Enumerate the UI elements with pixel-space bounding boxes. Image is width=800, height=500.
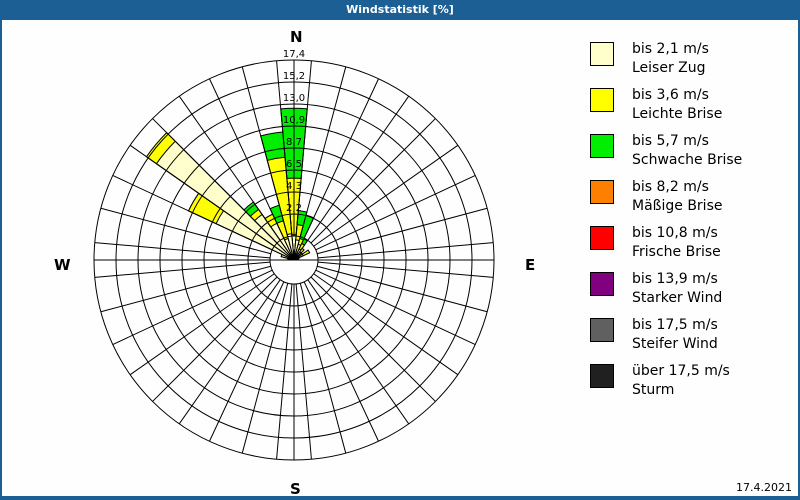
compass-south: S <box>290 480 301 498</box>
legend-label: Sturm <box>632 382 675 398</box>
legend-swatch <box>590 42 614 66</box>
compass-west: W <box>54 256 71 274</box>
legend-label: Steifer Wind <box>632 336 718 352</box>
date-stamp: 17.4.2021 <box>736 481 792 494</box>
legend-range: bis 8,2 m/s <box>632 179 709 195</box>
legend-swatch <box>590 226 614 250</box>
rose-bar <box>293 257 300 261</box>
legend-range: bis 2,1 m/s <box>632 41 709 57</box>
ring-label: 15,2 <box>283 71 305 82</box>
bottom-border <box>0 497 800 500</box>
legend-range: bis 10,8 m/s <box>632 225 718 241</box>
ring-label: 10,9 <box>283 115 305 126</box>
legend-label: Leiser Zug <box>632 60 706 76</box>
legend-range: bis 17,5 m/s <box>632 317 718 333</box>
ring-label: 4,3 <box>286 181 302 192</box>
legend-label: Leichte Brise <box>632 106 723 122</box>
legend-label: Schwache Brise <box>632 152 743 168</box>
legend-swatch <box>590 272 614 296</box>
legend-swatch <box>590 134 614 158</box>
ring-label: 17,4 <box>283 49 305 60</box>
legend-swatch <box>590 180 614 204</box>
legend-swatch <box>590 364 614 388</box>
window-title: Windstatistik [%] <box>0 0 800 20</box>
ring-label: 8,7 <box>286 137 302 148</box>
legend-label: Frische Brise <box>632 244 721 260</box>
legend-range: bis 3,6 m/s <box>632 87 709 103</box>
compass-north: N <box>290 28 303 46</box>
legend-swatch <box>590 318 614 342</box>
compass-east: E <box>525 256 536 274</box>
legend-range: bis 5,7 m/s <box>632 133 709 149</box>
ring-label: 13,0 <box>283 93 305 104</box>
legend-label: Starker Wind <box>632 290 723 306</box>
legend-range: bis 13,9 m/s <box>632 271 718 287</box>
ring-label: 2,2 <box>286 203 302 214</box>
legend-range: über 17,5 m/s <box>632 363 730 379</box>
legend-label: Mäßige Brise <box>632 198 723 214</box>
legend-swatch <box>590 88 614 112</box>
ring-label: 6,5 <box>286 159 302 170</box>
